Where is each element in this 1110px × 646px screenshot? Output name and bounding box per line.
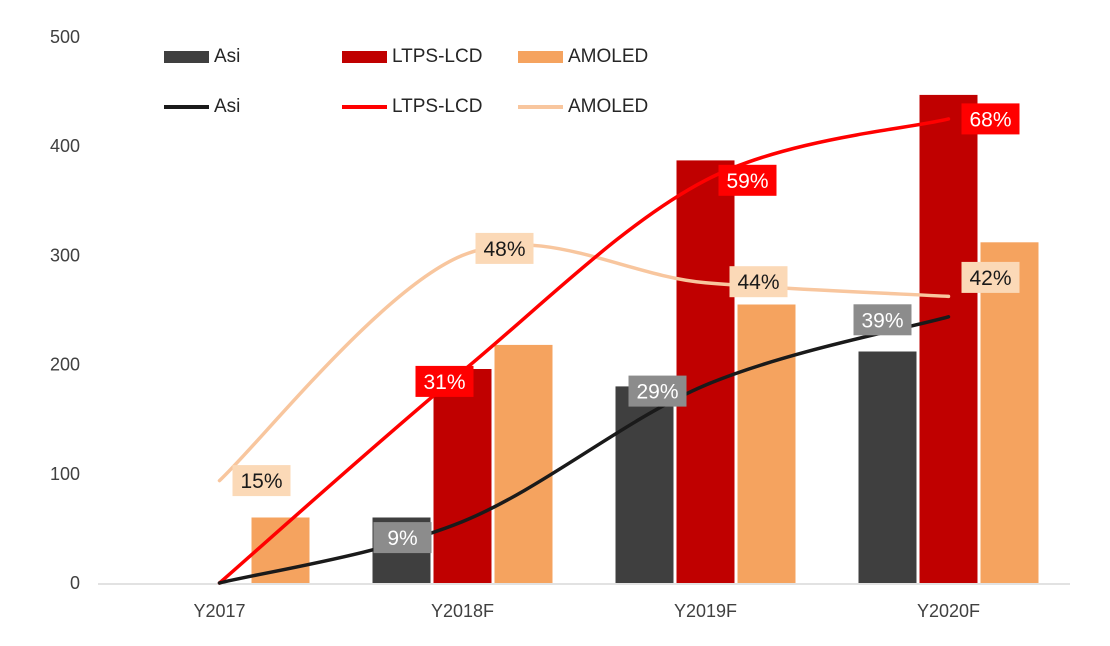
legend-label-ltps-lcd-line: LTPS-LCD — [392, 96, 483, 117]
bar-amoled-y2019f — [737, 304, 796, 583]
bar-amoled-y2020f — [980, 242, 1039, 584]
data-label-box-ltps-lcd-59- — [718, 164, 777, 196]
legend-item-amoled-line: AMOLED — [518, 95, 648, 119]
legend-label-amoled-bar: AMOLED — [568, 46, 649, 67]
legend-item-ltps-lcd-line: LTPS-LCD — [342, 95, 482, 119]
legend-label-amoled-line: AMOLED — [568, 96, 649, 117]
data-label-asi-9-: 9% — [387, 527, 417, 550]
bar-amoled-y2018f — [494, 344, 553, 583]
y-tick-500: 500 — [50, 27, 80, 47]
legend-swatch-ltps-lcd-line — [342, 105, 387, 109]
y-tick-200: 200 — [50, 355, 80, 375]
data-label-box-asi-39- — [853, 304, 912, 336]
legend-item-amoled-bar: AMOLED — [518, 45, 648, 69]
line-ltps-lcd — [217, 117, 951, 585]
legend-label-asi-bar: Asi — [214, 46, 241, 67]
data-label-ltps-lcd-68-: 68% — [969, 108, 1011, 131]
bar-ltps-lcd-y2018f — [433, 369, 492, 583]
bar-ltps-lcd-y2019f — [676, 160, 735, 583]
legend-item-ltps-lcd-bar: LTPS-LCD — [342, 45, 482, 69]
legend-swatch-asi-line — [164, 105, 209, 109]
y-tick-400: 400 — [50, 136, 80, 156]
data-label-amoled-42-: 42% — [969, 267, 1011, 290]
data-label-box-amoled-15- — [232, 465, 291, 497]
data-label-asi-29-: 29% — [636, 381, 678, 404]
legend-swatch-amoled-bar — [518, 51, 563, 63]
data-label-ltps-lcd-31-: 31% — [423, 371, 465, 394]
legend-item-asi-bar: Asi — [164, 45, 240, 69]
data-label-box-amoled-44- — [729, 266, 788, 298]
legend-swatch-asi-bar — [164, 51, 209, 63]
y-tick-100: 100 — [50, 464, 80, 484]
bar-asi-y2020f — [858, 351, 917, 583]
x-tick-y2018f: Y2018F — [431, 601, 494, 621]
data-label-amoled-15-: 15% — [240, 470, 282, 493]
data-label-amoled-48-: 48% — [483, 238, 525, 261]
y-tick-0: 0 — [70, 573, 80, 593]
x-tick-y2020f: Y2020F — [917, 601, 980, 621]
x-tick-y2019f: Y2019F — [674, 601, 737, 621]
bar-ltps-lcd-y2020f — [919, 94, 978, 584]
legend-swatch-ltps-lcd-bar — [342, 51, 387, 63]
data-label-box-amoled-42- — [961, 261, 1020, 293]
data-label-box-ltps-lcd-31- — [415, 365, 474, 397]
data-label-ltps-lcd-59-: 59% — [726, 170, 768, 193]
data-label-amoled-44-: 44% — [737, 271, 779, 294]
bar-asi-y2019f — [615, 386, 674, 583]
data-label-box-ltps-lcd-68- — [961, 103, 1020, 135]
legend-label-asi-line: Asi — [214, 96, 241, 117]
legend-item-asi-line: Asi — [164, 95, 240, 119]
line-asi — [217, 315, 951, 585]
data-label-box-amoled-48- — [475, 232, 534, 264]
legend-label-ltps-lcd-bar: LTPS-LCD — [392, 46, 483, 67]
data-label-box-asi-29- — [628, 375, 687, 407]
legend-swatch-amoled-line — [518, 105, 563, 109]
data-label-asi-39-: 39% — [861, 309, 903, 332]
y-tick-300: 300 — [50, 245, 80, 265]
data-label-box-asi-9- — [373, 522, 432, 554]
x-tick-y2017: Y2017 — [193, 601, 245, 621]
line-amoled — [217, 242, 951, 483]
